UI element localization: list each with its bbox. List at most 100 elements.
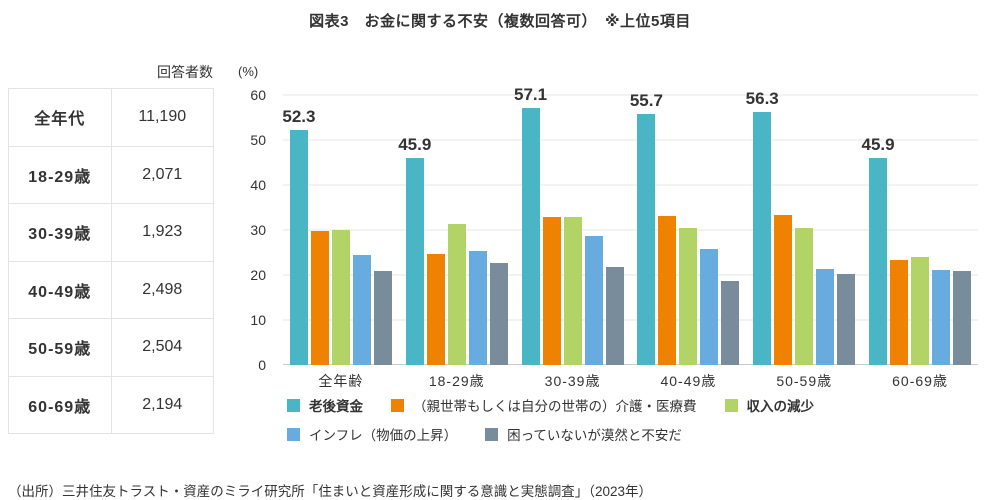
bar-series-1-18-29歳 [426, 254, 445, 365]
chart-legend: 老後資金 （親世帯もしくは自分の世帯の）介護・医療費 収入の減少インフレ（物価の上昇… [287, 395, 814, 444]
x-category-label: 60-69歳 [892, 373, 948, 389]
bar-series-0-60-69歳: 45.9 [862, 135, 895, 365]
legend-row: 老後資金 （親世帯もしくは自分の世帯の）介護・医療費 収入の減少 [287, 395, 814, 415]
bar-series-2-18-29歳 [447, 224, 466, 365]
bar-series-1-30-39歳 [542, 216, 561, 365]
legend-swatch-icon [485, 427, 499, 441]
bar-group-18-29歳: 45.9 [398, 95, 508, 365]
table-row: 40-49歳 2,498 [8, 260, 214, 319]
table-age-cell: 50-59歳 [8, 318, 112, 377]
gridline-50 [283, 139, 978, 141]
bar-series-3-30-39歳 [584, 236, 603, 365]
y-tick-label: 60 [250, 87, 266, 103]
y-tick-label: 20 [250, 267, 266, 283]
legend-item: 老後資金 [287, 395, 363, 415]
x-category-label: 40-49歳 [660, 373, 717, 389]
bar-series-1-60-69歳 [890, 259, 909, 365]
bar-value-label: 45.9 [398, 135, 432, 155]
legend-swatch-icon [391, 398, 404, 412]
bar-value-label: 52.3 [282, 106, 316, 126]
respondents-table-header: 回答者数 [157, 64, 213, 80]
respondents-table: 全年代 11,190 18-29歳 2,071 30-39歳 1,923 40-49歳 2,4… [8, 88, 214, 434]
bar-series-4-18-29歳 [489, 263, 508, 365]
bar-series-3-40-49歳 [700, 248, 719, 365]
y-tick-label: 10 [250, 312, 266, 328]
x-category-label: 50-59歳 [776, 373, 833, 389]
x-axis-labels: 全年齢 18-29歳 30-39歳 40-49歳 50-59歳 60-69歳 [283, 371, 978, 391]
y-axis-unit-label: (%) [238, 64, 259, 79]
legend-item: （親世帯もしくは自分の世帯の）介護・医療費 [391, 395, 697, 415]
bar-series-4-60-69歳 [953, 271, 972, 365]
legend-item: 収入の減少 [724, 395, 815, 415]
table-count-cell: 11,190 [110, 88, 214, 147]
table-row: 50-59歳 2,504 [8, 318, 214, 377]
bar-series-3-全年齢 [352, 255, 371, 365]
table-age-cell: 30-39歳 [8, 203, 112, 262]
table-count-cell: 2,504 [110, 318, 214, 377]
y-axis-ticks: 0 10 20 30 40 50 60 [228, 87, 272, 373]
legend-label: 老後資金 [309, 399, 363, 414]
bar-group-全年齢: 52.3 [282, 95, 392, 365]
bar-group-60-69歳: 45.9 [862, 95, 972, 365]
legend-label: インフレ（物価の上昇） [309, 428, 458, 443]
gridline-30 [283, 229, 978, 231]
bar-series-0-18-29歳: 45.9 [398, 135, 431, 365]
table-age-cell: 全年代 [8, 88, 112, 147]
figure-title: 図表3 お金に関する不安（複数回答可） ※上位5項目 [309, 13, 691, 30]
bar-series-2-全年齢 [331, 230, 350, 365]
table-age-cell: 60-69歳 [8, 375, 112, 434]
legend-item: インフレ（物価の上昇） [287, 424, 457, 444]
y-tick-label: 50 [250, 132, 266, 148]
legend-swatch-icon [287, 427, 300, 441]
bar-series-3-50-59歳 [816, 268, 835, 365]
bar-series-1-50-59歳 [774, 215, 793, 365]
x-category-label: 全年齢 [318, 373, 364, 389]
bar-series-2-60-69歳 [911, 257, 930, 365]
table-row: 60-69歳 2,194 [8, 375, 214, 434]
bar-groups: 52.3 45.9 57.1 55.7 56.3 45.9 [282, 85, 978, 365]
bar-series-2-50-59歳 [795, 227, 814, 365]
table-age-cell: 18-29歳 [8, 145, 112, 204]
x-category-label: 30-39歳 [544, 373, 601, 389]
bar-value-label: 57.1 [514, 85, 548, 105]
bar-series-0-40-49歳: 55.7 [630, 91, 663, 365]
legend-swatch-icon [287, 398, 300, 412]
y-tick-label: 30 [250, 222, 266, 238]
table-count-cell: 2,498 [110, 260, 214, 319]
legend-label: 困っていないが漠然と不安だ [507, 428, 682, 443]
gridline-0 [283, 364, 978, 365]
bar-value-label: 45.9 [861, 135, 895, 155]
table-age-cell: 40-49歳 [8, 260, 112, 319]
bar-value-label: 56.3 [745, 88, 779, 108]
gridline-60 [283, 94, 978, 96]
x-category-label: 18-29歳 [428, 373, 485, 389]
bar-group-30-39歳: 57.1 [514, 85, 624, 365]
bar-group-50-59歳: 56.3 [746, 89, 856, 365]
plot-area: 52.3 45.9 57.1 55.7 56.3 45.9 [282, 85, 978, 365]
table-row: 30-39歳 1,923 [8, 203, 214, 262]
bar-series-3-60-69歳 [932, 269, 951, 365]
bar-group-40-49歳: 55.7 [630, 91, 740, 365]
table-row: 18-29歳 2,071 [8, 145, 214, 204]
table-count-cell: 1,923 [110, 203, 214, 262]
bar-series-4-全年齢 [373, 271, 392, 365]
source-note: （出所）三井住友トラスト・資産のミライ研究所「住まいと資産形成に関する意識と実態… [8, 484, 653, 499]
gridline-10 [283, 319, 978, 321]
bar-series-4-50-59歳 [837, 274, 856, 365]
gridline-20 [283, 274, 978, 276]
bar-series-2-30-39歳 [563, 216, 582, 365]
legend-label: 収入の減少 [746, 399, 815, 414]
legend-row: インフレ（物価の上昇） 困っていないが漠然と不安だ [287, 424, 814, 444]
table-row: 全年代 11,190 [8, 88, 214, 147]
bar-series-0-50-59歳: 56.3 [746, 89, 779, 365]
bar-series-1-40-49歳 [658, 215, 677, 365]
table-count-cell: 2,194 [110, 375, 214, 434]
bar-series-0-30-39歳: 57.1 [514, 85, 547, 365]
bar-series-4-30-39歳 [605, 267, 624, 365]
bar-series-2-40-49歳 [679, 227, 698, 365]
legend-item: 困っていないが漠然と不安だ [485, 424, 682, 444]
bar-series-3-18-29歳 [468, 250, 487, 365]
bar-series-0-全年齢: 52.3 [282, 107, 315, 365]
legend-label: （親世帯もしくは自分の世帯の）介護・医療費 [413, 399, 697, 414]
